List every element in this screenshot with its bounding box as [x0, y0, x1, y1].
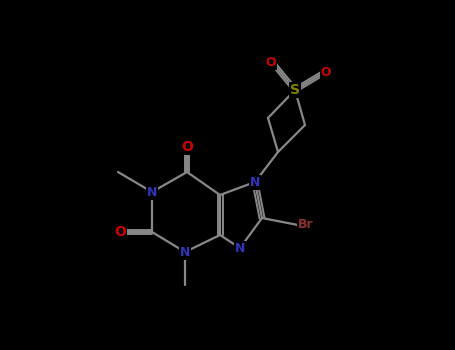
Text: O: O: [114, 225, 126, 239]
Text: N: N: [147, 186, 157, 198]
Text: N: N: [180, 245, 190, 259]
Text: N: N: [235, 241, 245, 254]
Text: Br: Br: [298, 218, 314, 231]
Text: O: O: [321, 65, 331, 78]
Text: O: O: [181, 140, 193, 154]
Text: O: O: [266, 56, 276, 69]
Text: N: N: [250, 175, 260, 189]
Text: S: S: [290, 83, 300, 97]
